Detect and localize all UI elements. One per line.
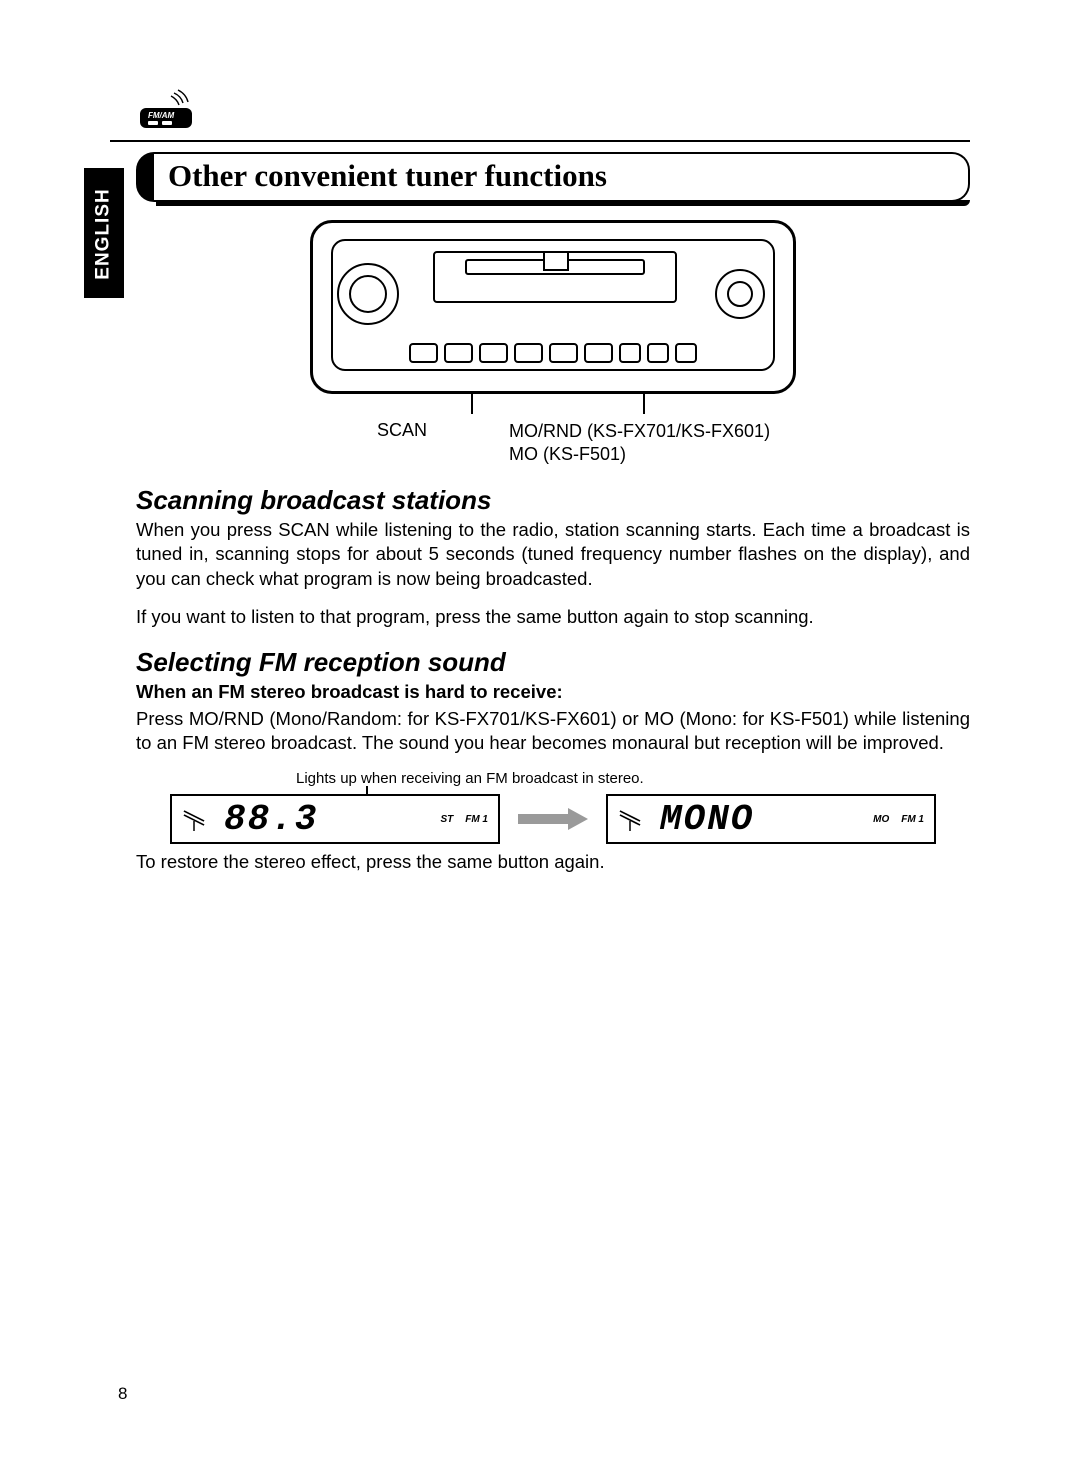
stereo-preset-button [549, 343, 578, 363]
cassette-slot-icon [433, 251, 677, 303]
scanning-heading: Scanning broadcast stations [136, 485, 970, 516]
callout-scan: SCAN [347, 420, 457, 467]
stereo-small-button [619, 343, 641, 363]
stereo-small-button [647, 343, 669, 363]
stereo-preset-button [444, 343, 473, 363]
language-label: ENGLISH [93, 188, 115, 279]
fm-am-radio-icon: FM/AM [138, 88, 198, 132]
lcd-tag-st: ST [440, 814, 453, 825]
stereo-preset-button [479, 343, 508, 363]
title-cap [136, 152, 154, 202]
stereo-small-button [675, 343, 697, 363]
lcd-tag-fm1: FM 1 [465, 814, 488, 825]
restore-note: To restore the stereo effect, press the … [136, 850, 970, 874]
language-tab: ENGLISH [84, 168, 124, 298]
fm-reception-paragraph: Press MO/RND (Mono/Random: for KS-FX701/… [136, 707, 970, 756]
scanning-paragraph-1: When you press SCAN while listening to t… [136, 518, 970, 591]
lcd-tag-mo: MO [873, 814, 889, 825]
scanning-paragraph-2: If you want to listen to that program, p… [136, 605, 970, 629]
lcd-display-row: 88.3 ST FM 1 MONO [136, 794, 970, 844]
callout-mo-rnd: MO/RND (KS-FX701/KS-FX601) MO (KS-F501) [509, 420, 819, 467]
antenna-icon [618, 807, 644, 831]
svg-text:FM/AM: FM/AM [148, 111, 175, 120]
lcd-display-stereo: 88.3 ST FM 1 [170, 794, 500, 844]
lcd-tag-fm1: FM 1 [901, 814, 924, 825]
manual-page: FM/AM ENGLISH Other convenient tuner fun… [0, 0, 1080, 1464]
callout-line-mo [643, 394, 645, 414]
section-title-container: Other convenient tuner functions [136, 152, 970, 202]
lcd-frequency-value: 88.3 [224, 799, 318, 840]
volume-knob-icon [337, 263, 399, 325]
arrow-right-icon [518, 808, 588, 830]
st-indicator-tick [366, 786, 368, 796]
lcd-display-mono: MONO MO FM 1 [606, 794, 936, 844]
cassette-tab [543, 251, 569, 271]
car-stereo-diagram [310, 220, 796, 394]
callout-mo-line2: MO (KS-F501) [509, 444, 626, 464]
fm-reception-bold-lead: When an FM stereo broadcast is hard to r… [136, 680, 970, 704]
section-title: Other convenient tuner functions [168, 158, 607, 193]
fm-reception-heading: Selecting FM reception sound [136, 647, 970, 678]
callout-mo-line1: MO/RND (KS-FX701/KS-FX601) [509, 421, 770, 441]
stereo-preset-button [584, 343, 613, 363]
top-divider [110, 140, 970, 142]
antenna-icon [182, 807, 208, 831]
lcd-tags-right: MO FM 1 [873, 814, 924, 825]
stereo-indicator-note: Lights up when receiving an FM broadcast… [296, 770, 970, 789]
content-area: SCAN MO/RND (KS-FX701/KS-FX601) MO (KS-F… [136, 220, 970, 875]
stereo-preset-button [409, 343, 438, 363]
car-stereo-diagram-row [136, 220, 970, 394]
lcd-mono-value: MONO [660, 799, 754, 840]
title-body: Other convenient tuner functions [154, 152, 970, 202]
callout-lines [313, 398, 793, 420]
lcd-tags-left: ST FM 1 [440, 814, 488, 825]
page-number: 8 [118, 1384, 127, 1404]
callout-labels-row: SCAN MO/RND (KS-FX701/KS-FX601) MO (KS-F… [196, 420, 970, 467]
stereo-buttons-row [409, 341, 697, 365]
tuning-knob-icon [715, 269, 765, 319]
stereo-preset-button [514, 343, 543, 363]
callout-line-scan [471, 394, 473, 414]
